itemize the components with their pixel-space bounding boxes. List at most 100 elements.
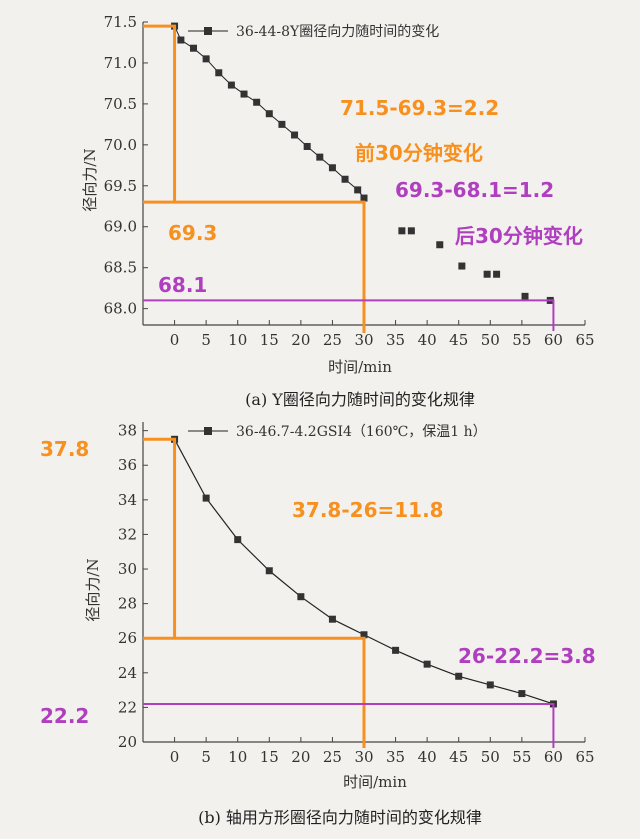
chart-b-legend-label: 36-46.7-4.2GSI4（160℃，保温1 h） xyxy=(236,424,487,440)
chart-b-y-tick-label: 36 xyxy=(118,456,137,474)
chart-b-data-point xyxy=(202,494,210,502)
chart-b-orange-guide-mid xyxy=(143,636,366,748)
chart-b-data-point xyxy=(328,615,336,623)
chart-b: 0 5 10 15 20 25 30 35 40 45 50 55 60 65 20 22 24 26 28 30 32… xyxy=(118,422,595,766)
chart-b-y-tick-label: 26 xyxy=(118,629,137,647)
chart-a-data-point xyxy=(521,292,529,300)
chart-b-purple-guide-end xyxy=(143,702,555,748)
chart-b-x-tick-label: 60 xyxy=(544,748,563,766)
chart-b-y-tick-label: 22 xyxy=(118,698,137,716)
chart-b-x-tick-label: 10 xyxy=(228,748,247,766)
chart-a-data-point xyxy=(253,98,261,106)
chart-a-legend-marker xyxy=(204,27,212,35)
chart-b-data-point xyxy=(518,690,526,698)
chart-a-data-point xyxy=(341,175,349,183)
chart-a-data-point xyxy=(436,241,444,249)
chart-b-data-point xyxy=(423,660,431,668)
chart-b-x-tick-label: 30 xyxy=(354,748,373,766)
chart-b-diff-first: 37.8-26=11.8 xyxy=(292,498,444,522)
chart-a-x-tick-label: 55 xyxy=(512,331,531,349)
chart-a-x-tick-label: 65 xyxy=(575,331,594,349)
chart-a-y-tick-label: 69.5 xyxy=(104,177,137,195)
chart-a-x-tick-label: 5 xyxy=(201,331,211,349)
chart-b-x-tick-label: 20 xyxy=(291,748,310,766)
chart-a-y-tick-label: 71.5 xyxy=(104,13,137,31)
chart-a-x-tick-label: 60 xyxy=(544,331,563,349)
chart-b-data-point xyxy=(234,536,242,544)
chart-b-y-tick-label: 38 xyxy=(118,422,137,440)
chart-a-data-point xyxy=(316,153,324,161)
chart-b-value-start: 37.8 xyxy=(40,437,89,461)
chart-a-orange-guide-start xyxy=(143,24,177,203)
chart-a-data-point xyxy=(483,270,491,278)
chart-a-x-tick-label: 20 xyxy=(291,331,310,349)
chart-b-ylabel: 径向力/N xyxy=(84,558,102,621)
chart-b-x-tick-label: 65 xyxy=(575,748,594,766)
chart-a-data-point xyxy=(190,44,198,52)
chart-b-value-end: 22.2 xyxy=(40,704,89,728)
chart-b-caption: (b) 轴用方形圈径向力随时间的变化规律 xyxy=(198,808,482,827)
chart-a-label-second: 后30分钟变化 xyxy=(455,224,583,248)
chart-b-y-tick-label: 20 xyxy=(118,733,137,751)
chart-b-y-tick-label: 32 xyxy=(118,525,137,543)
chart-a-x-tick-label: 45 xyxy=(449,331,468,349)
chart-a-purple-guide-end xyxy=(143,299,555,331)
chart-b-y-tick-label: 24 xyxy=(118,664,137,682)
chart-b-x-tick-label: 50 xyxy=(481,748,500,766)
chart-a-xlabel: 时间/min xyxy=(328,358,392,376)
chart-a-label-first: 前30分钟变化 xyxy=(355,141,483,165)
chart-a-data-point xyxy=(303,142,311,150)
chart-b-legend-marker xyxy=(204,427,212,435)
chart-b-y-tick-label: 30 xyxy=(118,560,137,578)
chart-a-data-point xyxy=(278,120,286,128)
chart-a-x-tick-label: 15 xyxy=(260,331,279,349)
chart-a-data-point xyxy=(265,110,273,118)
chart-b-x-tick-label: 15 xyxy=(260,748,279,766)
chart-b-data-point xyxy=(486,681,494,689)
chart-b-x-tick-label: 55 xyxy=(512,748,531,766)
chart-a-y-tick-label: 70.0 xyxy=(104,136,137,154)
chart-a-data-point xyxy=(493,270,501,278)
chart-b-data-point xyxy=(455,672,463,680)
chart-a-y-tick-label: 69.0 xyxy=(104,218,137,236)
chart-b-xlabel: 时间/min xyxy=(343,773,407,791)
chart-a-y-tick-label: 68.0 xyxy=(104,300,137,318)
chart-b-diff-second: 26-22.2=3.8 xyxy=(458,644,596,668)
chart-a-y-tick-label: 71.0 xyxy=(104,54,137,72)
chart-a-data-point xyxy=(328,164,336,172)
chart-a-data-point xyxy=(202,55,210,63)
chart-b-data-point xyxy=(360,631,368,639)
chart-a-data-point xyxy=(360,194,368,202)
chart-b-x-tick-label: 35 xyxy=(386,748,405,766)
chart-b-orange-guide-start xyxy=(143,437,177,639)
chart-a-x-tick-label: 0 xyxy=(170,331,180,349)
chart-a: 0 5 10 15 20 25 30 35 40 45 50 55 60 65 68.0 68.5 69.0 69… xyxy=(104,13,595,349)
chart-b-x-tick-label: 40 xyxy=(418,748,437,766)
chart-a-data-point xyxy=(215,69,223,77)
chart-b-data-point xyxy=(392,646,400,654)
chart-a-data-point xyxy=(177,36,185,44)
chart-a-diff-second: 69.3-68.1=1.2 xyxy=(395,178,554,202)
chart-a-caption: (a) Y圈径向力随时间的变化规律 xyxy=(245,390,475,409)
chart-b-data-point xyxy=(265,567,273,575)
chart-a-ylabel: 径向力/N xyxy=(81,148,99,211)
chart-b-y-tick-label: 34 xyxy=(118,491,137,509)
chart-a-data-point xyxy=(291,131,299,139)
chart-a-value-mid: 69.3 xyxy=(168,221,217,245)
chart-b-x-tick-label: 5 xyxy=(201,748,211,766)
chart-a-diff-first: 71.5-69.3=2.2 xyxy=(340,96,499,120)
chart-a-x-tick-label: 50 xyxy=(481,331,500,349)
chart-a-data-point xyxy=(227,81,235,89)
chart-a-x-tick-label: 25 xyxy=(323,331,342,349)
chart-a-data-point xyxy=(407,227,415,235)
chart-a-y-tick-label: 68.5 xyxy=(104,259,137,277)
chart-a-orange-guide-mid xyxy=(143,200,366,333)
chart-b-y-tick-label: 28 xyxy=(118,595,137,613)
chart-b-data-point xyxy=(297,593,305,601)
chart-a-data-point xyxy=(240,90,248,98)
chart-b-x-tick-label: 45 xyxy=(449,748,468,766)
chart-b-x-tick-label: 0 xyxy=(170,748,180,766)
chart-a-data-point xyxy=(354,186,362,194)
chart-a-legend-label: 36-44-8Y圈径向力随时间的变化 xyxy=(236,24,439,40)
